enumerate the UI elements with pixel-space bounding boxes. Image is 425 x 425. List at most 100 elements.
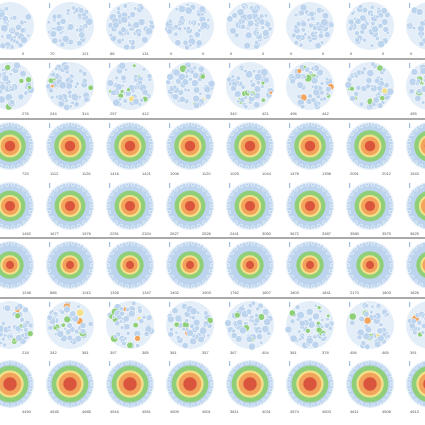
bubble: [299, 163, 303, 168]
bubble: [71, 5, 76, 11]
bubble: [347, 150, 352, 154]
bubble: [76, 308, 85, 317]
bubble: [353, 16, 357, 21]
bubble: [412, 329, 418, 336]
bubble: [410, 318, 417, 325]
bubble: [88, 198, 93, 202]
bubble: [173, 321, 180, 328]
bubble: [354, 279, 358, 284]
bubble: [59, 282, 63, 287]
bubble: [191, 225, 195, 230]
bubble: [179, 163, 183, 168]
bubble: [251, 225, 255, 230]
bubble: [88, 269, 93, 273]
cell-label-right: 0: [22, 51, 25, 56]
bubble: [349, 370, 354, 375]
bubble: [88, 257, 93, 261]
bubble: [239, 282, 243, 287]
bubble: [347, 198, 352, 202]
bubble: [206, 18, 211, 23]
bubble: [239, 326, 247, 335]
bubble: [311, 225, 315, 230]
bubble: [131, 122, 135, 127]
scale-tick: [229, 242, 231, 247]
bubble: [202, 187, 206, 192]
bubble: [65, 225, 69, 230]
cell-label-right: 1807: [262, 290, 272, 295]
bubble: [409, 215, 414, 220]
bubble: [119, 401, 123, 406]
bubble: [146, 155, 151, 160]
bubble: [289, 192, 294, 197]
bubble: [257, 401, 261, 406]
bubble: [324, 76, 330, 82]
bubble: [143, 331, 150, 337]
bubble: [4, 64, 11, 71]
bubble: [349, 274, 354, 279]
cell-label-left: 2627: [170, 231, 180, 236]
bubble: [299, 362, 303, 367]
bubble-cell: 297 412: [106, 62, 154, 116]
bubble: [234, 312, 241, 319]
bubble-cell: 46134584: [406, 360, 425, 414]
bubble: [388, 376, 393, 380]
bubble-cell: 00: [405, 2, 425, 56]
bubble: [298, 319, 306, 327]
bubble: [26, 274, 31, 279]
bubble: [262, 160, 266, 165]
bubble: [29, 382, 34, 386]
bubble: [227, 138, 232, 142]
bubble: [360, 340, 367, 346]
bubble: [5, 284, 9, 289]
ring-red: [243, 377, 257, 391]
bubble: [87, 84, 94, 91]
bubble: [22, 306, 29, 314]
bubble: [119, 243, 123, 248]
bubble: [81, 77, 88, 84]
bubble: [85, 17, 94, 26]
bubble: [229, 132, 234, 137]
bubble: [241, 5, 246, 10]
bubble: [29, 263, 34, 267]
bubble: [54, 127, 58, 132]
bubble: [17, 124, 21, 129]
bubble: [354, 187, 358, 192]
bubble: [197, 65, 205, 73]
bubble: [250, 82, 256, 88]
bubble: [109, 393, 114, 398]
cell-label-left: 0: [410, 51, 413, 56]
bubble: [406, 382, 411, 386]
bubble: [208, 150, 213, 154]
cell-label-left: 1326: [110, 290, 120, 295]
bubble: [419, 163, 423, 168]
bubble: [305, 122, 309, 127]
bubble: [29, 144, 34, 148]
bubble: [82, 220, 86, 225]
bubble-cell: 88 131: [106, 2, 156, 56]
bubble: [289, 78, 296, 85]
bubble: [260, 80, 266, 86]
bubble: [326, 370, 331, 375]
bubble: [56, 330, 65, 338]
bubble: [89, 263, 94, 267]
cell-label-left: 297: [110, 111, 117, 116]
bubble: [56, 13, 62, 20]
cell-label-right: 0: [202, 51, 205, 56]
bubble: [107, 269, 112, 273]
bubble: [382, 398, 386, 403]
bubble: [268, 388, 273, 392]
bubble: [167, 376, 172, 380]
bubble: [419, 282, 423, 287]
bubble: [376, 85, 383, 92]
bubble: [266, 274, 271, 279]
bubble: [131, 300, 137, 306]
bubble: [0, 401, 3, 406]
bubble: [407, 257, 412, 261]
scale-tick: [169, 183, 171, 188]
row-6: 1512183423813973853813573674043813784564…: [0, 300, 425, 355]
ring-red: [64, 200, 76, 212]
bubble: [310, 66, 315, 71]
ring-orange: [418, 373, 425, 395]
bubble: [251, 241, 255, 246]
bubble: [268, 269, 273, 273]
